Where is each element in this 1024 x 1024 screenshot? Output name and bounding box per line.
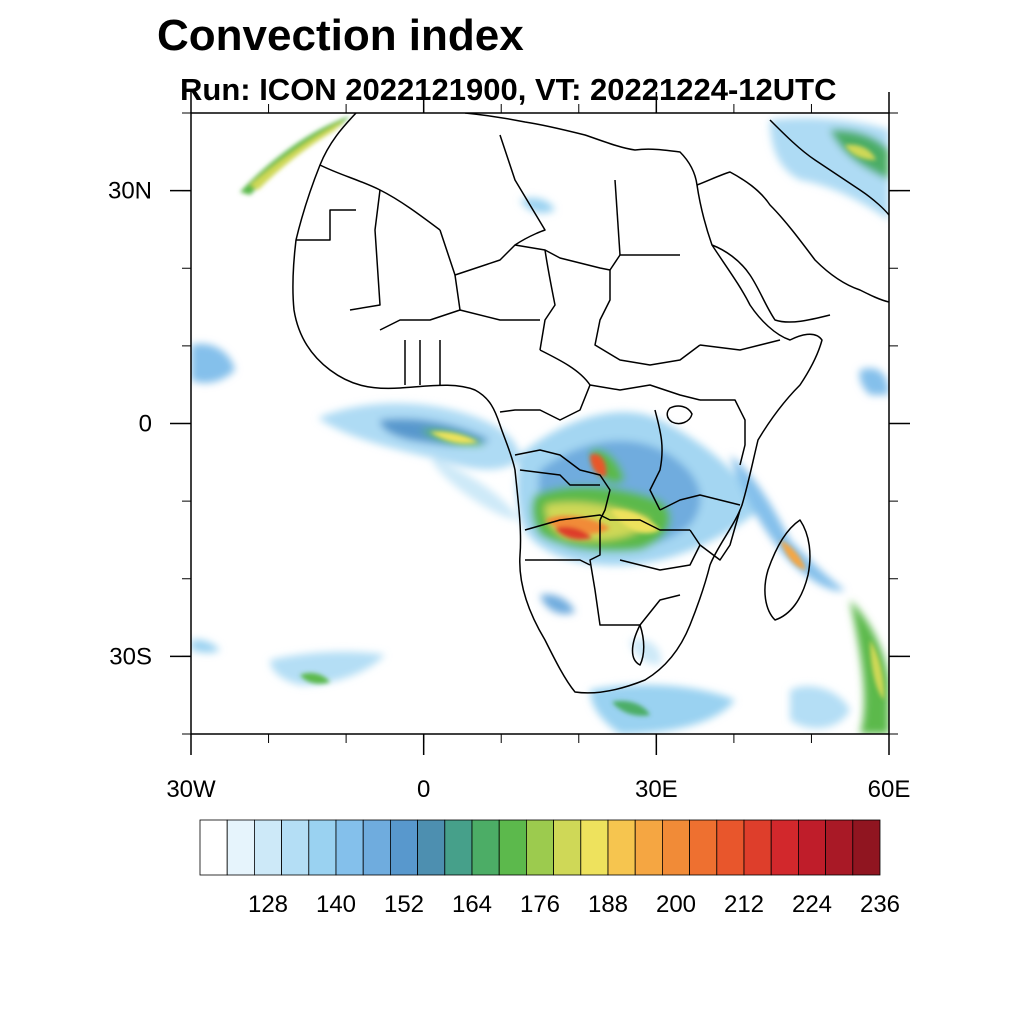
colorbar: 128 140 152 164 176 188 200 212 224 236	[199, 819, 900, 918]
colorbar-swatch	[770, 819, 799, 876]
colorbar-swatch	[716, 819, 745, 876]
colorbar-swatch	[389, 819, 418, 876]
colorbar-label: 236	[860, 891, 900, 918]
colorbar-label: 224	[792, 891, 832, 918]
colorbar-swatch	[852, 819, 881, 876]
colorbar-swatch	[798, 819, 827, 876]
colorbar-swatch	[526, 819, 555, 876]
colorbar-label: 140	[316, 891, 356, 918]
y-tick-label: 30N	[108, 178, 152, 205]
convection-field	[191, 116, 889, 734]
colorbar-swatch	[607, 819, 636, 876]
y-tick-label: 30S	[109, 643, 152, 670]
colorbar-swatch	[335, 819, 364, 876]
colorbar-swatch	[444, 819, 473, 876]
colorbar-swatch	[471, 819, 500, 876]
run-subtitle: Run: ICON 2022121900, VT: 20221224-12UTC	[180, 72, 837, 107]
colorbar-swatch	[308, 819, 337, 876]
coastlines-borders	[292, 113, 889, 694]
colorbar-swatch	[226, 819, 255, 876]
colorbar-swatch	[417, 819, 446, 876]
colorbar-swatch	[553, 819, 582, 876]
colorbar-swatch	[634, 819, 663, 876]
x-tick-label: 30E	[635, 776, 678, 803]
colorbar-label: 176	[520, 891, 560, 918]
y-tick-label: 0	[139, 411, 152, 438]
colorbar-swatch	[689, 819, 718, 876]
colorbar-swatch	[498, 819, 527, 876]
colorbar-swatch	[580, 819, 609, 876]
colorbar-swatch	[825, 819, 854, 876]
colorbar-label: 188	[588, 891, 628, 918]
chart-title: Convection index	[157, 11, 524, 60]
colorbar-label: 212	[724, 891, 764, 918]
colorbar-label: 128	[248, 891, 288, 918]
colorbar-swatch	[662, 819, 691, 876]
x-tick-label: 60E	[868, 776, 911, 803]
colorbar-swatch	[281, 819, 310, 876]
x-tick-label: 0	[417, 776, 430, 803]
colorbar-swatch	[362, 819, 391, 876]
colorbar-label: 152	[384, 891, 424, 918]
colorbar-swatch	[743, 819, 772, 876]
colorbar-swatch	[253, 819, 282, 876]
colorbar-label: 200	[656, 891, 696, 918]
colorbar-swatch	[199, 819, 228, 876]
x-tick-label: 30W	[166, 776, 216, 803]
axis-ticks: 30W 0 30E 60E 30N 0 30S	[108, 92, 910, 803]
colorbar-label: 164	[452, 891, 492, 918]
